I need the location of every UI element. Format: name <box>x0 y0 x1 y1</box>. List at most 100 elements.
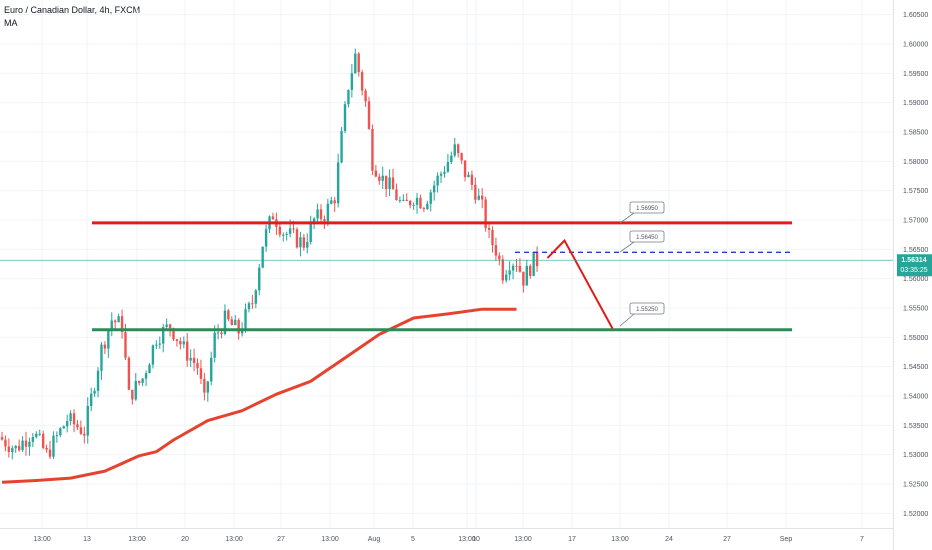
time-tick-label: 27 <box>277 536 285 543</box>
candle-body <box>384 175 388 190</box>
candle-body <box>186 341 189 361</box>
candle-body <box>168 324 172 329</box>
time-tick-label: 13:00 <box>611 536 629 543</box>
candle-body <box>179 341 182 345</box>
candle-body <box>65 421 69 427</box>
price-tick-label: 1.53000 <box>903 452 928 459</box>
indicator-label[interactable]: MA <box>4 18 18 28</box>
candle-body <box>203 378 206 393</box>
candle-body <box>367 101 371 129</box>
candle-body <box>230 319 234 326</box>
resistance-callout-box[interactable] <box>629 201 665 214</box>
candle-body <box>234 319 237 326</box>
candle-body <box>491 229 494 246</box>
candle-body <box>278 226 282 235</box>
support-callout-box[interactable] <box>629 302 665 315</box>
candle-body <box>299 237 302 248</box>
candle-body <box>292 228 295 230</box>
resistance-callout-text: 1.56950 <box>636 206 658 212</box>
candle-body <box>333 200 336 204</box>
candle-body <box>55 435 59 437</box>
time-tick-label: 13:00 <box>514 536 532 543</box>
candle-body <box>151 345 155 365</box>
candle-body <box>144 373 148 379</box>
current-price-badge[interactable] <box>897 254 932 277</box>
candle-body <box>14 445 17 449</box>
candle-body <box>258 267 261 291</box>
candle-body <box>419 197 422 209</box>
price-tick-label: 1.60000 <box>903 42 928 49</box>
candle-body <box>72 413 76 425</box>
candle-body <box>59 428 62 436</box>
support-callout-text: 1.55250 <box>636 307 658 313</box>
candle-body <box>319 209 323 220</box>
candle-body <box>227 310 230 320</box>
price-axis[interactable]: 1.52000 1.52500 1.53000 1.53500 1.54000 1.545… <box>893 0 932 550</box>
candle-body <box>210 357 213 382</box>
candle-body <box>100 344 103 371</box>
candle-body <box>402 199 405 201</box>
candle-body <box>254 290 258 304</box>
candle-body <box>45 447 48 450</box>
candle-body <box>62 426 65 429</box>
candle-body <box>86 405 89 436</box>
candle-body <box>309 222 312 243</box>
symbol-title[interactable]: Euro / Canadian Dollar, 4h, FXCM <box>4 5 141 15</box>
price-tick-label: 1.53500 <box>903 423 928 430</box>
candle-body <box>378 176 381 181</box>
candle-body <box>35 433 38 438</box>
candle-body <box>405 199 408 201</box>
candle-body <box>350 73 354 90</box>
candle-body <box>330 200 333 204</box>
candle-body <box>134 380 137 400</box>
candle-body <box>295 229 299 248</box>
candle-body <box>261 246 264 268</box>
dashed-callout-text: 1.56450 <box>636 235 658 241</box>
candle-body <box>158 343 161 345</box>
candle-body <box>48 449 52 457</box>
candle-body <box>494 245 498 256</box>
candle-body <box>443 171 446 174</box>
candle-body <box>282 234 285 236</box>
candle-body <box>525 265 528 286</box>
candle-body <box>117 316 120 323</box>
candle-body <box>182 341 185 345</box>
candle-body <box>162 326 165 344</box>
candle-body <box>535 251 539 267</box>
candle-body <box>21 440 24 451</box>
candle-body <box>199 368 203 379</box>
candle-body <box>69 413 72 422</box>
candle-body <box>172 328 175 340</box>
price-tick-label: 1.59000 <box>903 100 928 107</box>
candle-body <box>453 144 456 156</box>
candle-body <box>148 364 151 374</box>
candle-body <box>481 195 484 200</box>
time-tick-label: 13:00 <box>321 536 339 543</box>
candle-body <box>306 242 309 248</box>
candle-body <box>103 344 107 349</box>
candle-body <box>456 144 460 154</box>
candle-body <box>220 332 223 335</box>
candle-body <box>477 195 480 200</box>
candle-body <box>518 265 522 272</box>
candle-body <box>93 390 96 394</box>
candle-body <box>206 381 209 393</box>
dashed-callout-box[interactable] <box>629 230 665 243</box>
candle-body <box>374 170 378 177</box>
time-tick-label: 13:00 <box>225 536 243 543</box>
candle-body <box>498 255 501 260</box>
candle-body <box>371 128 374 171</box>
candle-body <box>223 310 227 335</box>
candle-body <box>141 378 144 383</box>
candles <box>0 48 539 460</box>
moving-average-line <box>1 307 517 484</box>
projection-path[interactable] <box>546 238 614 329</box>
price-tick-label: 1.55000 <box>903 335 928 342</box>
time-tick-label: 20 <box>181 536 189 543</box>
candle-body <box>398 199 402 201</box>
candle-body <box>52 435 55 457</box>
candle-body <box>408 200 412 206</box>
candle-body <box>508 270 511 275</box>
